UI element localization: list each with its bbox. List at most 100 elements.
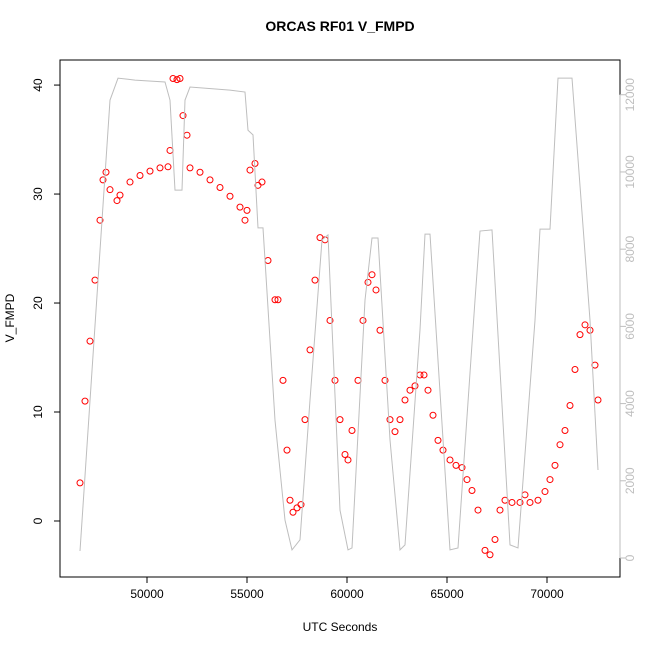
data-point <box>279 376 287 384</box>
x-axis-label: UTC Seconds <box>303 620 378 634</box>
data-point <box>196 168 204 176</box>
x-tick-label: 65000 <box>430 587 464 601</box>
data-point <box>81 397 89 405</box>
data-point <box>336 416 344 424</box>
data-point <box>166 146 174 154</box>
data-point <box>173 76 181 84</box>
data-point <box>481 546 489 554</box>
data-point <box>571 366 579 374</box>
data-point <box>136 172 144 180</box>
data-point <box>186 164 194 172</box>
data-point <box>326 316 334 324</box>
data-point <box>386 416 394 424</box>
data-point <box>424 386 432 394</box>
data-point <box>297 501 305 509</box>
altitude-line <box>79 77 599 552</box>
data-point <box>411 382 419 390</box>
data-point <box>406 386 414 394</box>
data-point <box>76 479 84 487</box>
data-point <box>126 178 134 186</box>
data-point <box>311 276 319 284</box>
data-point <box>293 504 301 512</box>
data-point <box>368 271 376 279</box>
data-point <box>113 197 121 205</box>
data-point <box>146 167 154 175</box>
data-point <box>376 326 384 334</box>
data-point <box>341 451 349 459</box>
data-point <box>468 486 476 494</box>
y-tick-label: 30 <box>31 187 45 201</box>
x-tick-label: 70000 <box>530 587 564 601</box>
data-point <box>446 456 454 464</box>
chart-title: ORCAS RF01 V_FMPD <box>265 18 414 34</box>
data-point <box>521 491 529 499</box>
data-point <box>576 331 584 339</box>
data-point <box>216 184 224 192</box>
y-tick-label: 20 <box>31 296 45 310</box>
y2-tick-label: 8000 <box>623 235 637 262</box>
data-point <box>516 498 524 506</box>
data-point <box>501 496 509 504</box>
data-point <box>264 257 272 265</box>
data-point <box>96 216 104 224</box>
y-tick-label: 0 <box>31 517 45 524</box>
data-point <box>344 456 352 464</box>
data-point <box>354 376 362 384</box>
data-point <box>286 496 294 504</box>
data-point <box>486 551 494 559</box>
data-point <box>396 416 404 424</box>
data-point <box>458 464 466 472</box>
data-point <box>206 176 214 184</box>
data-point <box>179 112 187 120</box>
data-point <box>491 536 499 544</box>
data-point <box>271 296 279 304</box>
data-point <box>439 446 447 454</box>
y-tick-label: 40 <box>31 78 45 92</box>
data-point <box>283 446 291 454</box>
data-point <box>348 427 356 435</box>
data-point <box>463 476 471 484</box>
data-point <box>452 461 460 469</box>
data-point <box>551 461 559 469</box>
data-point <box>243 206 251 214</box>
data-point <box>91 276 99 284</box>
data-point <box>359 316 367 324</box>
data-point <box>116 191 124 199</box>
y2-tick-label: 10000 <box>623 155 637 189</box>
data-point <box>556 441 564 449</box>
x-tick-label: 60000 <box>330 587 364 601</box>
data-point <box>434 436 442 444</box>
data-point <box>176 75 184 83</box>
data-point <box>226 192 234 200</box>
y2-tick-label: 2000 <box>623 467 637 494</box>
y2-tick-label: 0 <box>623 554 637 561</box>
y-axis-label: V_FMPD <box>3 293 17 342</box>
data-point <box>474 506 482 514</box>
data-point <box>306 346 314 354</box>
data-point <box>526 498 534 506</box>
data-point <box>331 376 339 384</box>
data-point <box>86 337 94 345</box>
y-tick-label: 10 <box>31 405 45 419</box>
data-point <box>566 401 574 409</box>
y2-tick-label: 12000 <box>623 78 637 112</box>
data-point <box>246 166 254 174</box>
data-point <box>169 75 177 83</box>
data-point <box>102 168 110 176</box>
data-point <box>301 416 309 424</box>
data-point <box>561 427 569 435</box>
data-point <box>391 428 399 436</box>
data-point <box>420 371 428 379</box>
y2-tick-label: 6000 <box>623 313 637 340</box>
data-point <box>581 321 589 329</box>
data-point <box>236 203 244 211</box>
data-point <box>429 411 437 419</box>
data-point <box>546 476 554 484</box>
data-point <box>534 496 542 504</box>
data-point <box>274 296 282 304</box>
data-point <box>496 506 504 514</box>
data-point <box>183 131 191 139</box>
data-point <box>258 178 266 186</box>
data-point <box>381 376 389 384</box>
